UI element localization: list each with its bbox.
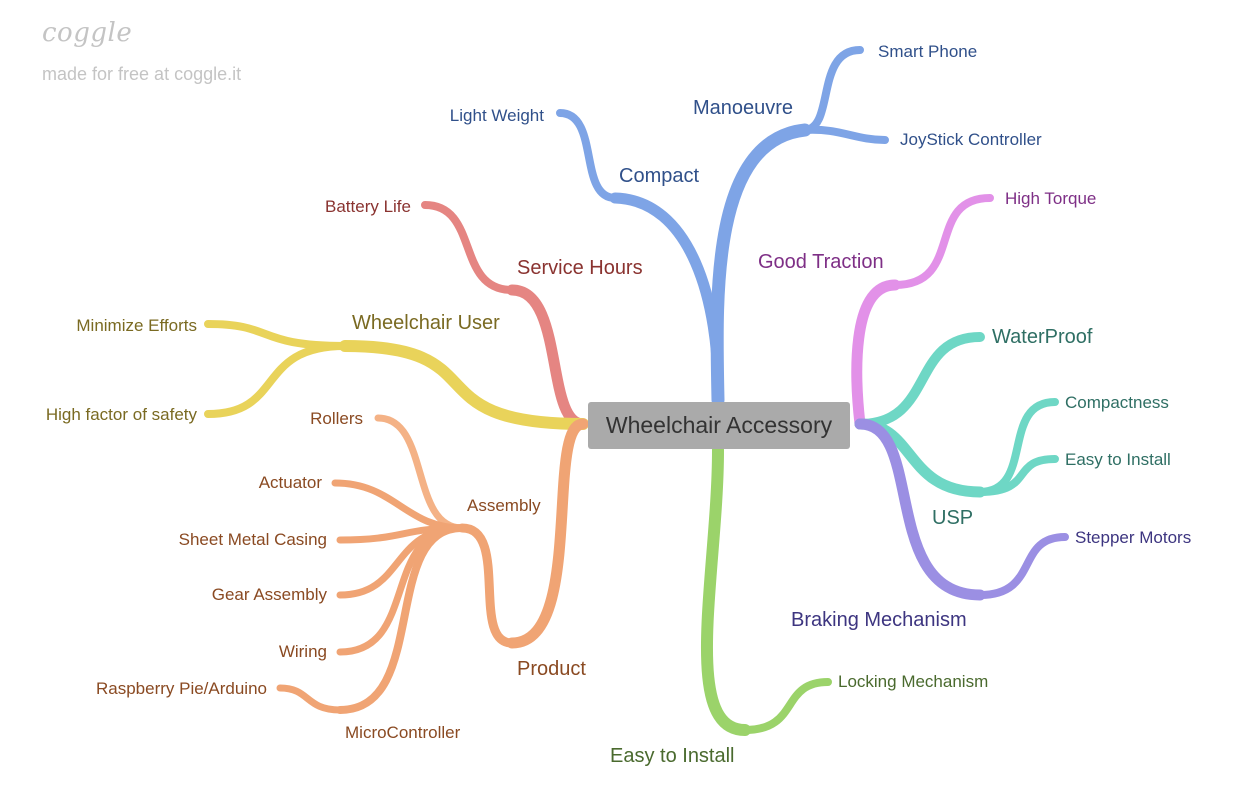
edge-usp-easy-install xyxy=(976,455,1059,496)
edge-root-compact xyxy=(609,192,724,406)
node-manoeuvre[interactable]: Manoeuvre xyxy=(693,97,793,119)
node-stepper-motors[interactable]: Stepper Motors xyxy=(1075,528,1191,547)
edge-user-safety xyxy=(204,342,349,418)
edge-manoeuvre-joystick xyxy=(801,125,889,144)
node-waterproof[interactable]: WaterProof xyxy=(992,326,1093,348)
node-easy-to-install[interactable]: Easy to Install xyxy=(610,745,735,767)
edge-micro-raspberry xyxy=(276,684,344,714)
node-high-factor-safety[interactable]: High factor of safety xyxy=(46,405,198,424)
node-raspberry-arduino[interactable]: Raspberry Pie/Arduino xyxy=(96,679,267,698)
edge-user-minimize xyxy=(204,320,349,350)
node-gear-assembly[interactable]: Gear Assembly xyxy=(212,585,328,604)
edge-root-good-traction xyxy=(851,279,901,430)
edge-root-braking xyxy=(854,418,986,601)
node-service-hours[interactable]: Service Hours xyxy=(517,257,643,279)
node-compactness[interactable]: Compactness xyxy=(1065,393,1169,412)
root-node[interactable]: Wheelchair Accessory xyxy=(588,402,850,449)
node-minimize-efforts[interactable]: Minimize Efforts xyxy=(76,316,197,335)
edge-compact-light-weight xyxy=(556,109,619,202)
edge-traction-high-torque xyxy=(891,194,994,289)
node-actuator[interactable]: Actuator xyxy=(259,473,323,492)
node-battery-life[interactable]: Battery Life xyxy=(325,197,411,216)
node-smart-phone[interactable]: Smart Phone xyxy=(878,42,977,61)
node-microcontroller[interactable]: MicroController xyxy=(345,723,461,742)
node-compact[interactable]: Compact xyxy=(619,165,699,187)
edge-braking-stepper xyxy=(976,533,1069,599)
node-sheet-metal-casing[interactable]: Sheet Metal Casing xyxy=(179,530,327,549)
edge-root-product xyxy=(506,418,589,649)
edge-assembly-rollers xyxy=(374,414,466,532)
node-usp-easy-to-install[interactable]: Easy to Install xyxy=(1065,450,1171,469)
node-rollers[interactable]: Rollers xyxy=(310,409,363,428)
node-light-weight[interactable]: Light Weight xyxy=(450,106,544,125)
node-high-torque[interactable]: High Torque xyxy=(1005,189,1096,208)
node-wiring[interactable]: Wiring xyxy=(279,642,327,661)
node-usp[interactable]: USP xyxy=(932,507,973,529)
edge-manoeuvre-smart-phone xyxy=(801,46,864,134)
edge-root-service-hours xyxy=(506,284,589,430)
edge-assembly-microcontroller xyxy=(336,524,466,714)
brand-tagline: made for free at coggle.it xyxy=(42,64,242,84)
node-joystick-controller[interactable]: JoyStick Controller xyxy=(900,130,1042,149)
coggle-logo: coggle xyxy=(42,18,133,48)
edge-usp-waterproof xyxy=(855,332,985,429)
node-product[interactable]: Product xyxy=(517,658,586,680)
node-wheelchair-user[interactable]: Wheelchair User xyxy=(352,312,500,334)
edge-product-assembly xyxy=(457,523,517,648)
edge-root-wheelchair-user xyxy=(339,340,589,430)
node-good-traction[interactable]: Good Traction xyxy=(758,251,884,273)
edge-root-easy-install xyxy=(700,444,751,736)
edge-install-locking xyxy=(741,678,832,734)
node-braking-mechanism[interactable]: Braking Mechanism xyxy=(791,609,967,631)
node-locking-mechanism[interactable]: Locking Mechanism xyxy=(838,672,988,691)
root-node-label: Wheelchair Accessory xyxy=(605,412,833,438)
edge-service-battery xyxy=(421,201,516,294)
node-assembly[interactable]: Assembly xyxy=(467,496,541,515)
